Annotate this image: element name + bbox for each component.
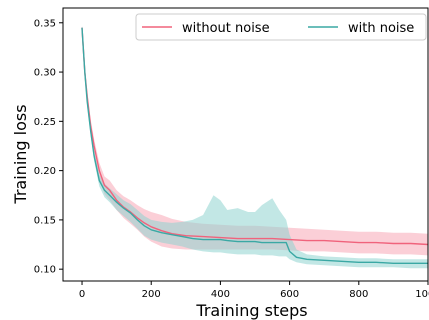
- legend-label-with-noise: with noise: [348, 21, 414, 36]
- y-tick-label: 0.15: [34, 215, 56, 226]
- plot-frame: [62, 7, 429, 282]
- y-tick-label: 0.25: [34, 117, 56, 128]
- x-tick-label: 0: [79, 289, 85, 300]
- y-tick-label: 0.30: [34, 68, 56, 79]
- y-tick-label: 0.10: [34, 265, 56, 276]
- x-tick-label: 400: [211, 289, 230, 300]
- band-with-noise: [82, 25, 428, 269]
- legend: without noise with noise: [135, 13, 427, 41]
- x-tick-label: 600: [280, 289, 299, 300]
- x-axis-ticks: 0 200 400 600 800 1000: [79, 281, 429, 300]
- legend-box: [135, 13, 427, 41]
- series-line-without-noise: [81, 27, 429, 246]
- confidence-bands: [82, 25, 428, 269]
- legend-label-without-noise: without noise: [182, 21, 270, 36]
- y-axis-ticks: 0.10 0.15 0.20 0.25 0.30 0.35: [34, 18, 63, 276]
- x-axis-title: Training steps: [195, 301, 307, 320]
- y-tick-label: 0.20: [34, 166, 56, 177]
- x-tick-label: 1000: [415, 289, 429, 300]
- series-line-with-noise: [81, 27, 428, 264]
- series-lines: [81, 27, 429, 264]
- y-axis-title: Training loss: [11, 104, 30, 204]
- y-tick-label: 0.35: [34, 18, 56, 29]
- x-tick-label: 800: [349, 289, 368, 300]
- x-tick-label: 200: [142, 289, 161, 300]
